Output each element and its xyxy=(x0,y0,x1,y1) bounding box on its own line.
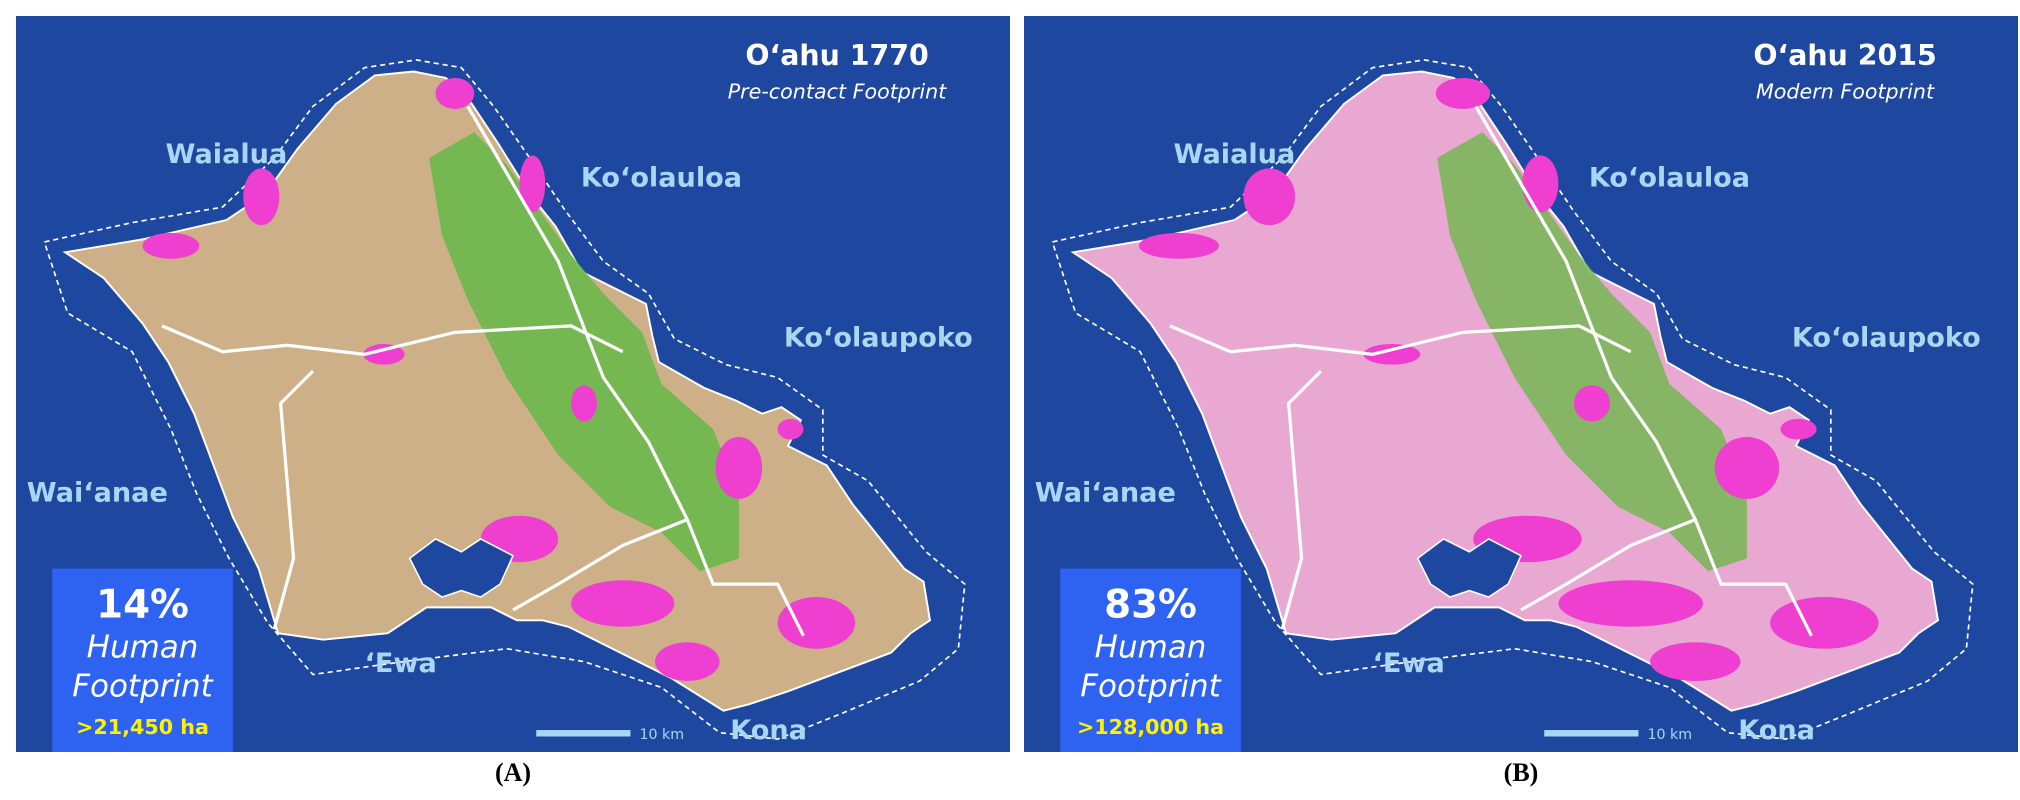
stat-area: >128,000 ha xyxy=(1077,715,1224,739)
map-subtitle: Modern Footprint xyxy=(1756,80,1935,104)
region-label-waianae: Wai‘anae xyxy=(1035,477,1176,508)
stat-line1: Human xyxy=(87,630,199,666)
region-label-waianae: Wai‘anae xyxy=(27,477,168,508)
region-label-kona: Kona xyxy=(730,715,807,746)
district-boundaries xyxy=(1169,105,1813,637)
stat-box xyxy=(1060,568,1241,752)
region-label-waialua: Waialua xyxy=(1174,139,1296,170)
caption-a: (A) xyxy=(494,758,532,787)
stat-box xyxy=(52,568,233,752)
stat-line2: Footprint xyxy=(72,668,214,704)
map-panel-a: O‘ahu 1770 Pre-contact Footprint Waialua… xyxy=(16,16,1010,752)
scale-label: 10 km xyxy=(640,727,685,743)
stat-line2: Footprint xyxy=(1080,668,1222,704)
stat-line1: Human xyxy=(1095,630,1207,666)
map-svg: O‘ahu 2015 Modern Footprint Waialua Ko‘o… xyxy=(1024,16,2018,752)
stat-area: >21,450 ha xyxy=(76,715,209,739)
pearl-harbor xyxy=(1416,538,1523,598)
map-subtitle: Pre-contact Footprint xyxy=(728,80,947,104)
human-footprint-areas xyxy=(142,77,856,681)
scale-bar xyxy=(536,730,631,737)
caption-b: (B) xyxy=(1503,758,1539,787)
map-title: O‘ahu 1770 xyxy=(745,39,928,72)
stat-percent: 83% xyxy=(1104,583,1197,628)
region-label-ewa: ‘Ewa xyxy=(365,648,437,679)
forest-area xyxy=(1437,132,1747,572)
region-label-ewa: ‘Ewa xyxy=(1373,648,1445,679)
pearl-harbor xyxy=(408,538,515,598)
forest-area xyxy=(429,132,739,572)
region-label-waialua: Waialua xyxy=(166,139,288,170)
scale-label: 10 km xyxy=(1648,727,1693,743)
map-panel-b: O‘ahu 2015 Modern Footprint Waialua Ko‘o… xyxy=(1024,16,2018,752)
region-label-koolauloa: Ko‘olauloa xyxy=(581,162,742,193)
district-boundaries xyxy=(161,105,805,637)
scale-bar xyxy=(1544,730,1639,737)
map-svg: O‘ahu 1770 Pre-contact Footprint Waialua… xyxy=(16,16,1010,752)
human-footprint-areas xyxy=(1138,77,1879,681)
stat-percent: 14% xyxy=(96,583,189,628)
district-boundary-offshore xyxy=(1051,59,1974,740)
region-label-koolaupoko: Ko‘olaupoko xyxy=(1792,323,1981,354)
region-label-kona: Kona xyxy=(1738,715,1815,746)
district-boundary-offshore xyxy=(43,59,966,740)
region-label-koolaupoko: Ko‘olaupoko xyxy=(784,323,973,354)
region-label-koolauloa: Ko‘olauloa xyxy=(1589,162,1750,193)
map-title: O‘ahu 2015 xyxy=(1753,39,1936,72)
